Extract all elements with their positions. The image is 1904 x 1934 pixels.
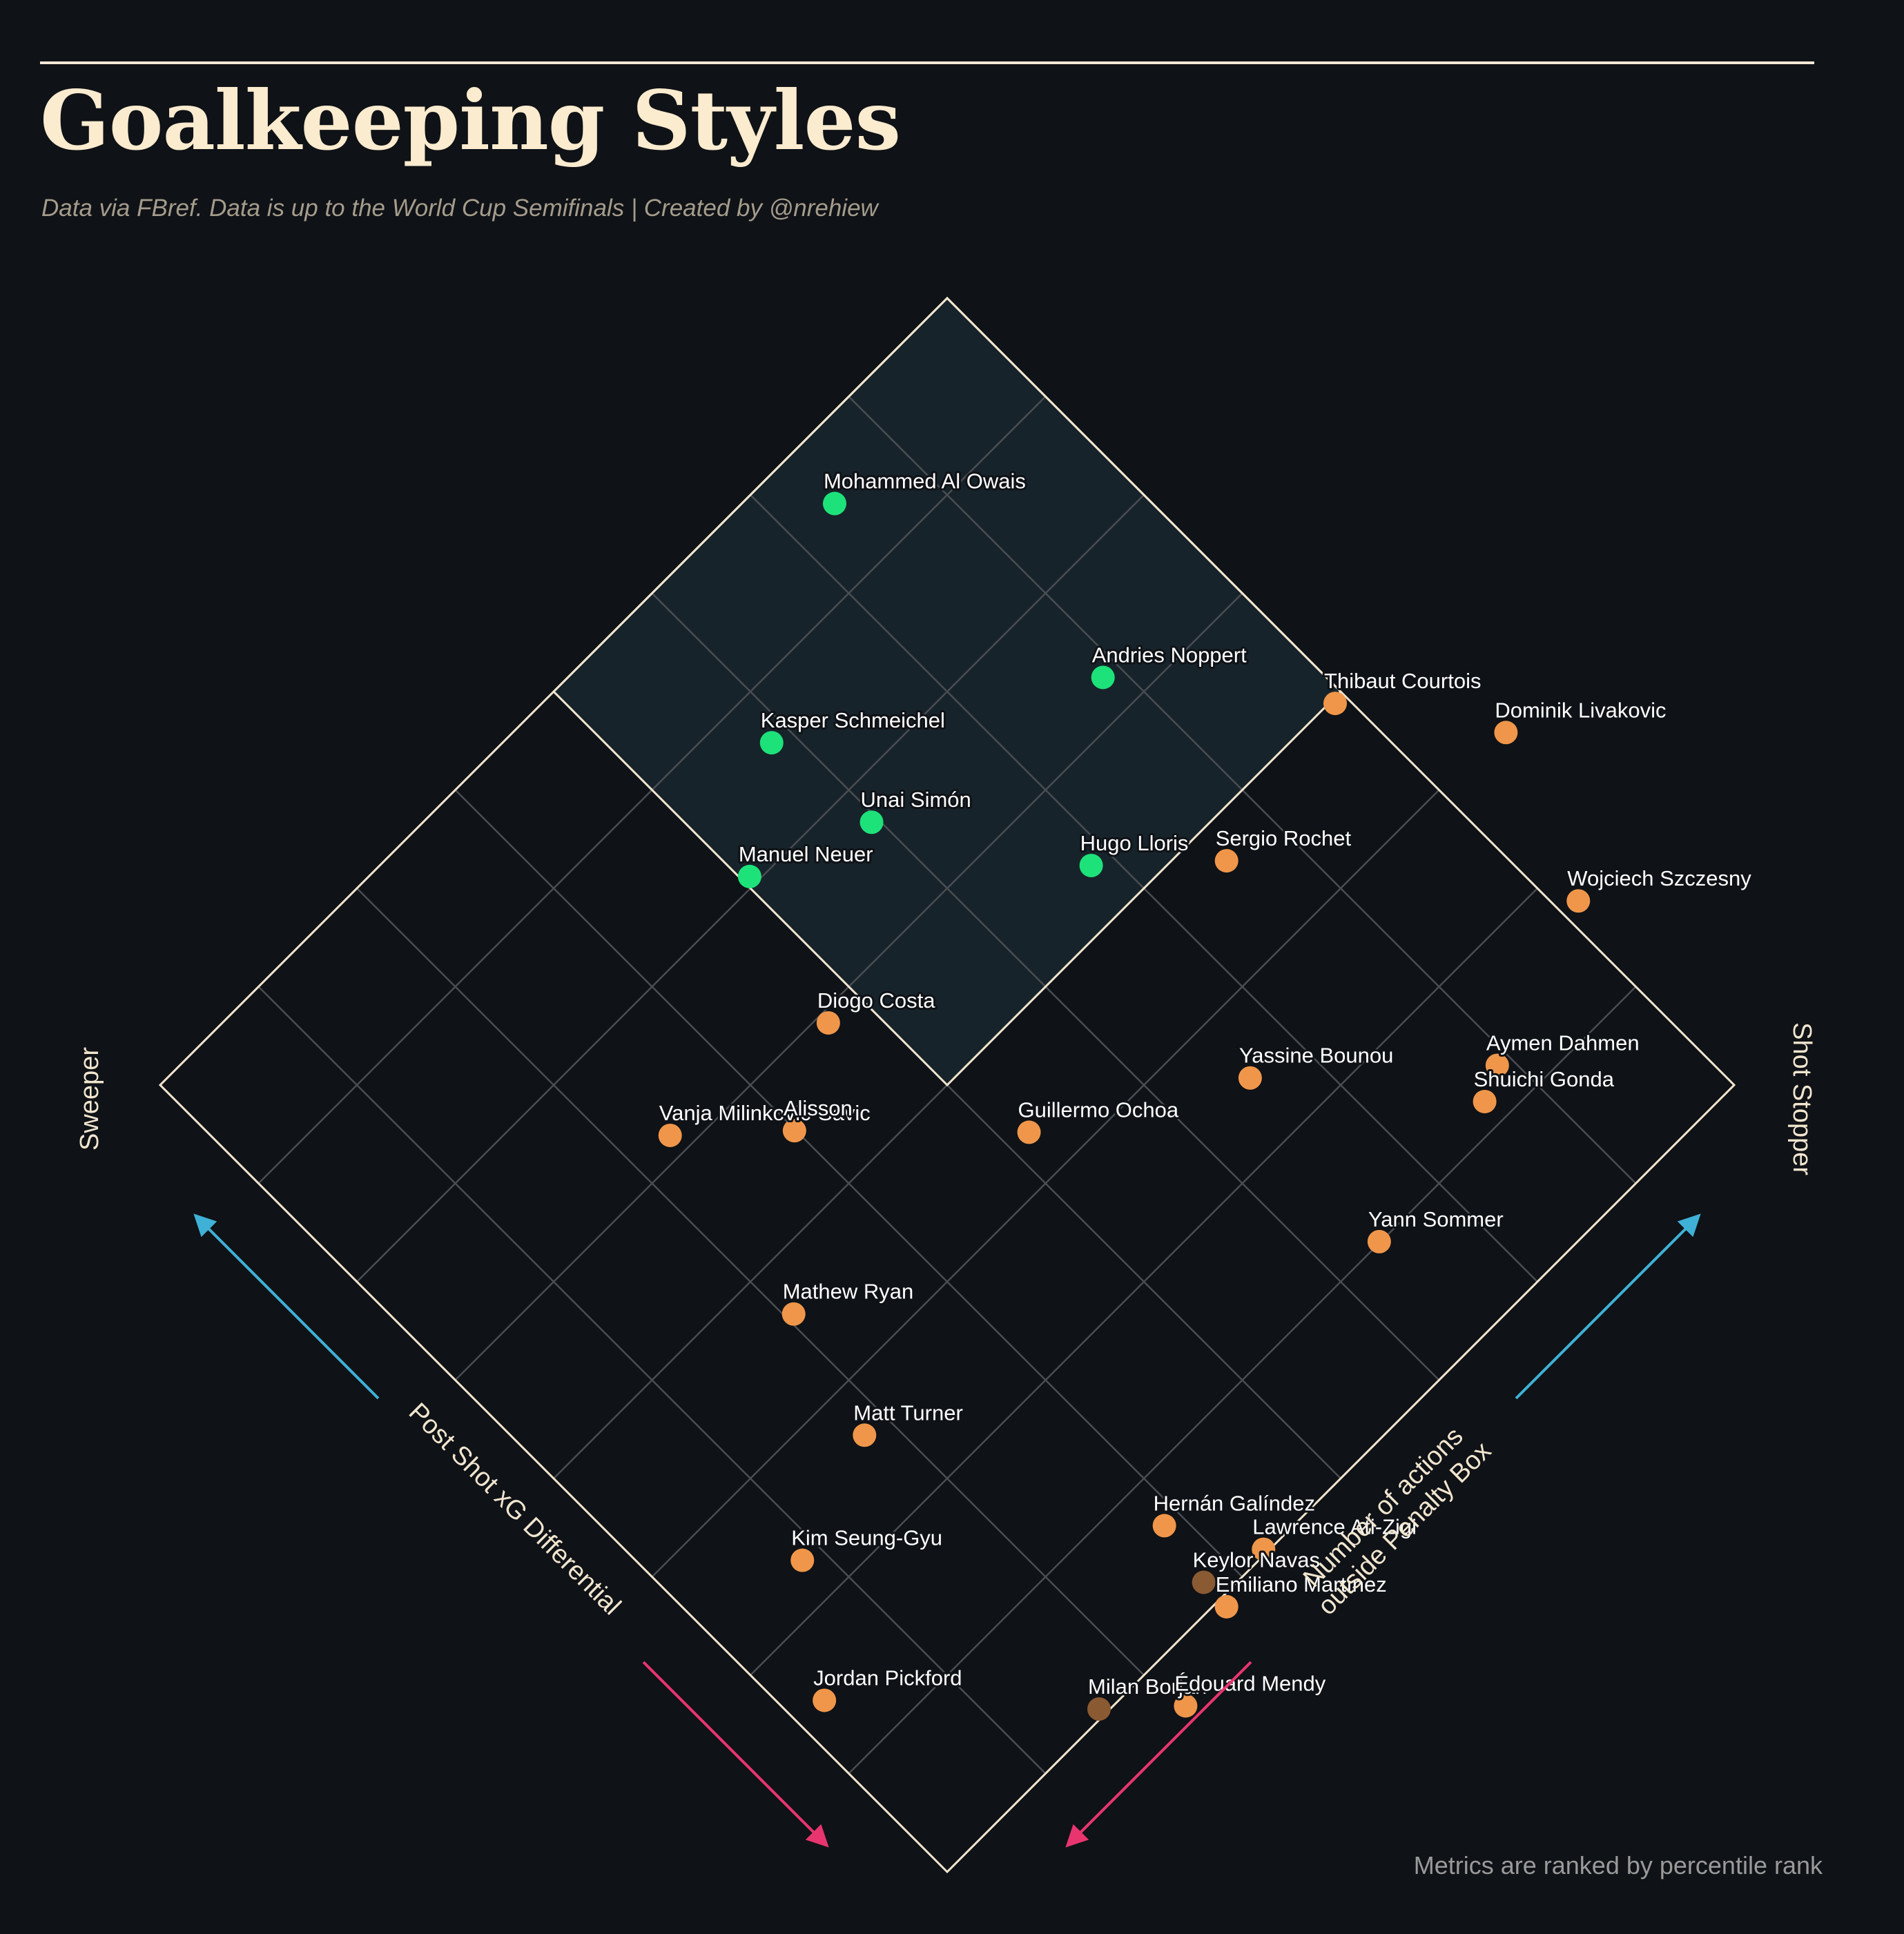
data-label: Manuel Neuer <box>739 842 873 866</box>
data-point <box>1214 1594 1238 1619</box>
side-label-shot-stopper: Shot Stopper <box>1787 1022 1816 1175</box>
sweeper-arrow <box>193 1213 380 1400</box>
data-point <box>782 1119 806 1143</box>
data-label: Hernán Galíndez <box>1154 1491 1315 1515</box>
data-label: Andries Noppert <box>1092 643 1247 667</box>
data-point <box>790 1548 815 1572</box>
data-point <box>1485 1053 1509 1077</box>
data-label: Aymen Dahmen <box>1486 1031 1640 1055</box>
data-point <box>1566 889 1591 913</box>
data-label: Kim Seung-Gyu <box>791 1526 942 1550</box>
data-point <box>1091 665 1115 690</box>
data-point <box>1192 1570 1216 1594</box>
data-point <box>781 1302 806 1326</box>
data-point <box>658 1123 682 1147</box>
data-label: Alisson <box>784 1096 853 1120</box>
chart-title: Goalkeeping Styles <box>40 72 901 168</box>
data-label: Yassine Bounou <box>1239 1044 1393 1068</box>
chart-subtitle: Data via FBref. Data is up to the World … <box>41 195 878 222</box>
data-point <box>1017 1120 1041 1144</box>
data-point <box>1087 1697 1111 1721</box>
data-label: Emiliano Martínez <box>1216 1572 1387 1596</box>
y-axis-arrow <box>1065 1661 1252 1848</box>
data-label: Diogo Costa <box>817 988 935 1013</box>
data-point <box>859 810 884 834</box>
data-label: Keylor Navas <box>1193 1547 1320 1572</box>
shot-stopper-arrow <box>1515 1213 1701 1400</box>
data-point <box>1323 692 1348 716</box>
data-label: Vanja Milinkovic-Savic <box>659 1101 871 1125</box>
data-label: Milan Borjan <box>1088 1674 1207 1699</box>
side-label-sweeper: Sweeper <box>75 1047 104 1151</box>
data-points <box>658 491 1591 1721</box>
data-labels: Mohammed Al Owais Kasper Schmeichel Andrie… <box>657 467 1754 1701</box>
data-point <box>1473 1089 1497 1113</box>
title-rule <box>40 61 1814 64</box>
data-point <box>1252 1537 1276 1561</box>
data-label: Mohammed Al Owais <box>824 469 1026 494</box>
data-label: Wojciech Szczesny <box>1567 866 1751 890</box>
data-point <box>1367 1229 1391 1253</box>
data-point <box>822 491 846 516</box>
x-axis-label: Post Shot xG Differential <box>403 1398 626 1621</box>
data-point <box>737 864 761 888</box>
data-label: Lawrence Ati-Zigi <box>1252 1515 1417 1539</box>
data-point <box>1238 1066 1262 1090</box>
data-point <box>1214 849 1238 873</box>
data-point <box>759 731 784 755</box>
data-label: Édouard Mendy <box>1174 1671 1325 1695</box>
data-label: Mathew Ryan <box>783 1280 914 1304</box>
data-point <box>1079 853 1103 877</box>
data-label: Unai Simón <box>861 788 971 812</box>
highlight-frame <box>552 296 1343 1087</box>
data-point <box>1494 721 1518 745</box>
data-point <box>813 1688 837 1712</box>
data-point <box>853 1423 877 1447</box>
x-axis-arrow <box>642 1661 829 1848</box>
data-label: Guillermo Ochoa <box>1018 1097 1179 1122</box>
data-point <box>1174 1694 1198 1718</box>
data-label: Yann Sommer <box>1368 1207 1504 1231</box>
footnote: Metrics are ranked by percentile rank <box>1413 1851 1823 1879</box>
data-point <box>816 1010 840 1035</box>
data-label: Kasper Schmeichel <box>761 708 945 732</box>
data-label: Matt Turner <box>853 1400 963 1425</box>
data-label: Sergio Rochet <box>1216 826 1352 850</box>
data-label: Shuichi Gonda <box>1474 1067 1615 1091</box>
data-label: Dominik Livakovic <box>1495 698 1666 722</box>
data-point <box>1152 1514 1176 1538</box>
data-label: Hugo Lloris <box>1080 831 1189 855</box>
data-label: Thibaut Courtois <box>1324 669 1481 693</box>
data-label: Jordan Pickford <box>813 1666 962 1690</box>
